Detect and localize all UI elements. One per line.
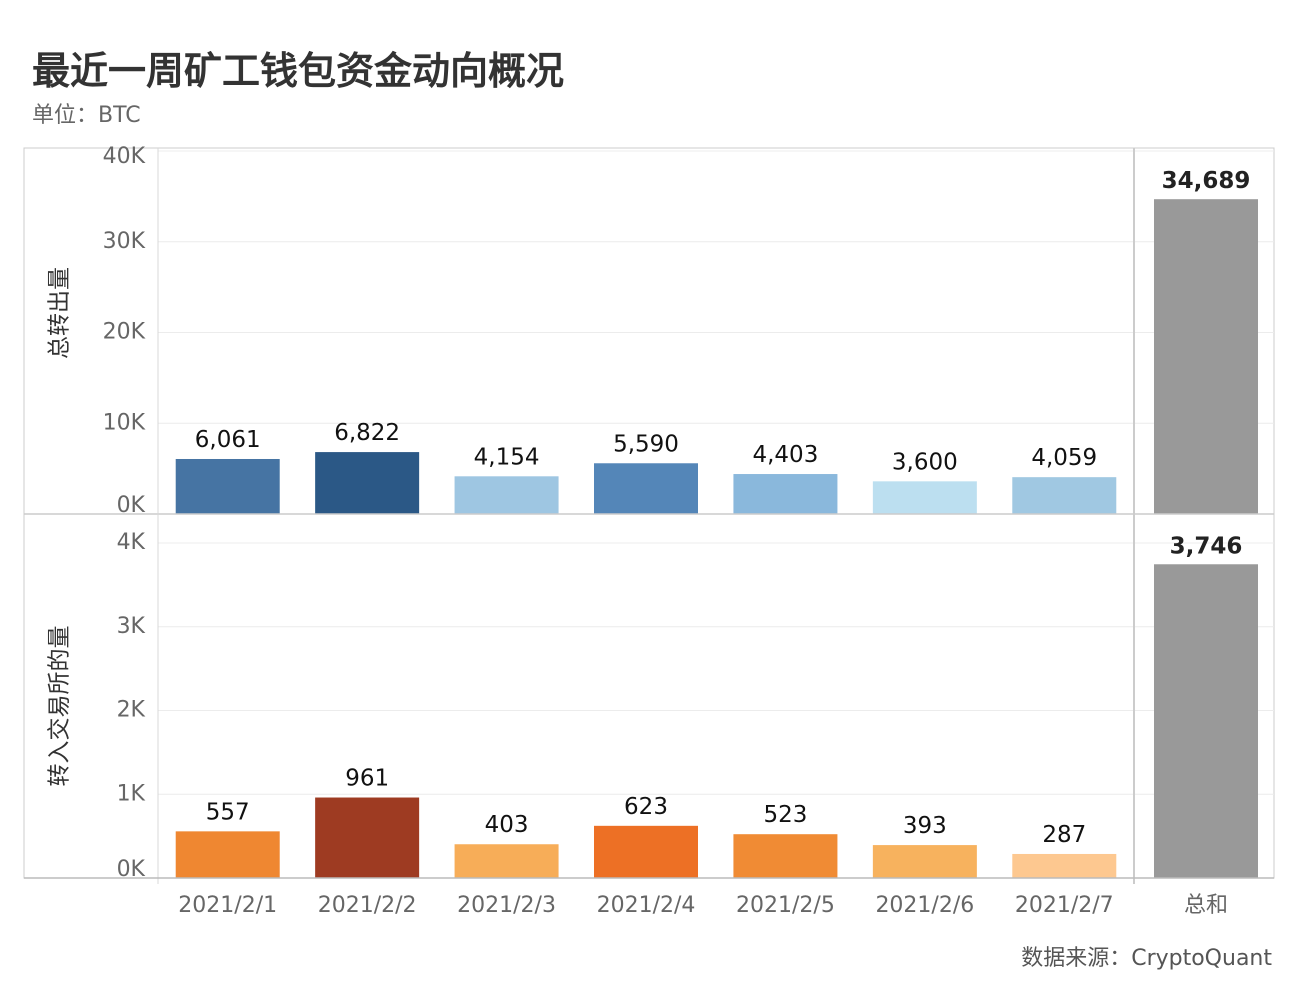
y-axis-title: 总转出量	[47, 267, 73, 359]
chart-title: 最近一周矿工钱包资金动向概况	[32, 49, 565, 93]
chart-subtitle: 单位：BTC	[32, 103, 141, 128]
y-tick-label: 1K	[117, 781, 146, 806]
bar	[1012, 477, 1117, 514]
data-label: 393	[903, 813, 947, 839]
total-data-label: 3,746	[1170, 533, 1243, 559]
y-tick-label: 4K	[117, 530, 146, 555]
bar	[175, 831, 280, 878]
y-tick-label: 2K	[117, 698, 146, 723]
data-label: 4,154	[474, 444, 540, 470]
data-label: 6,822	[334, 420, 400, 446]
bar	[872, 845, 977, 878]
data-label: 5,590	[613, 431, 679, 457]
bar	[733, 474, 838, 514]
bar	[454, 844, 559, 878]
data-label: 4,059	[1031, 445, 1097, 471]
y-tick-label: 20K	[103, 320, 146, 345]
data-label: 3,600	[892, 449, 958, 475]
x-tick-label: 2021/2/7	[1015, 893, 1114, 918]
y-axis-title: 转入交易所的量	[47, 626, 73, 787]
y-tick-label: 3K	[117, 614, 146, 639]
bar	[594, 463, 698, 514]
data-label: 523	[763, 802, 807, 828]
bar	[175, 458, 280, 514]
y-tick-label: 40K	[103, 144, 146, 169]
data-label: 4,403	[752, 442, 818, 468]
bar	[315, 452, 420, 514]
bar	[1012, 853, 1117, 878]
x-tick-label-total: 总和	[1184, 893, 1228, 918]
data-label: 403	[485, 812, 529, 838]
x-tick-label: 2021/2/4	[597, 893, 696, 918]
x-tick-label: 2021/2/5	[736, 893, 835, 918]
y-tick-label: 10K	[103, 410, 146, 435]
data-label: 623	[624, 794, 668, 820]
y-tick-label: 30K	[103, 229, 146, 254]
x-tick-label: 2021/2/3	[457, 893, 556, 918]
bar	[315, 797, 420, 878]
data-label: 961	[345, 766, 389, 792]
total-data-label: 34,689	[1162, 168, 1251, 194]
data-source-note: 数据来源：CryptoQuant	[1021, 946, 1272, 971]
bar	[454, 476, 559, 514]
x-tick-label: 2021/2/1	[178, 893, 277, 918]
bar	[733, 834, 838, 878]
x-tick-label: 2021/2/2	[318, 893, 417, 918]
data-label: 557	[206, 799, 250, 825]
data-label: 287	[1042, 822, 1086, 848]
bar	[872, 481, 977, 514]
total-bar	[1154, 564, 1258, 878]
total-bar	[1154, 199, 1258, 514]
data-label: 6,061	[195, 427, 261, 453]
x-tick-label: 2021/2/6	[875, 893, 974, 918]
bar	[594, 825, 698, 878]
